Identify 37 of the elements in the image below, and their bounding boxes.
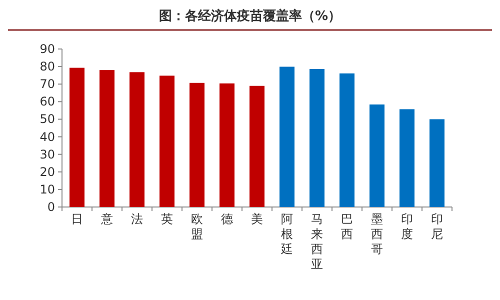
bar (400, 109, 414, 207)
x-tick-label: 意 (100, 212, 113, 226)
y-tick-label: 30 (40, 147, 55, 162)
x-tick-label: 墨西哥 (371, 212, 383, 256)
x-tick-label: 英 (161, 212, 173, 226)
bar (250, 86, 264, 207)
y-tick-label: 90 (40, 42, 55, 56)
y-tick-label: 40 (40, 130, 55, 144)
bar (310, 69, 324, 207)
y-tick-label: 80 (40, 60, 55, 74)
bar (190, 82, 204, 207)
x-tick-label: 巴西 (341, 212, 353, 241)
y-tick-label: 50 (40, 112, 55, 126)
chart-title: 图：各经济体疫苗覆盖率（%） (158, 8, 342, 24)
x-tick-label: 欧盟 (191, 212, 203, 241)
x-tick-label: 印尼 (431, 212, 443, 241)
y-tick-label: 20 (40, 164, 55, 179)
bar (160, 76, 174, 207)
y-tick-label: 70 (40, 77, 55, 92)
bar (100, 70, 114, 207)
x-tick-label: 马来西亚 (311, 212, 323, 271)
bar (370, 104, 384, 207)
x-tick-label: 日 (71, 212, 83, 226)
x-tick-label: 德 (221, 212, 233, 226)
x-tick-label: 阿根廷 (280, 212, 293, 256)
bar (430, 119, 444, 207)
y-tick-label: 60 (40, 94, 55, 109)
bar (220, 83, 234, 207)
x-tick-label: 法 (131, 212, 143, 226)
x-tick-label: 美 (251, 212, 263, 226)
x-tick-label: 印度 (401, 212, 413, 241)
bar (340, 73, 354, 207)
bar (70, 68, 84, 207)
y-tick-label: 10 (40, 182, 55, 196)
bar (130, 72, 144, 207)
y-tick-label: 0 (47, 200, 55, 214)
bar (280, 66, 294, 207)
